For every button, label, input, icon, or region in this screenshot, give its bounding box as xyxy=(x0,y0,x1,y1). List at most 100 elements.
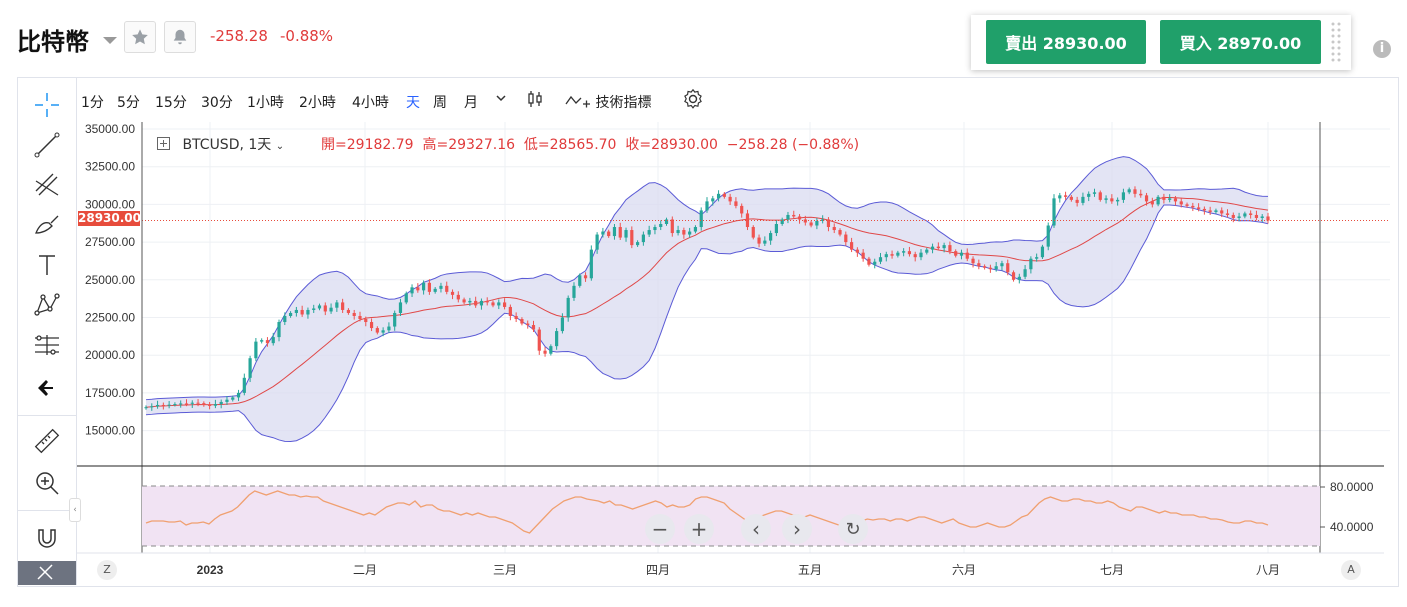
timeframe-5[interactable]: 2小時 xyxy=(299,95,336,111)
timeframe-1[interactable]: 5分 xyxy=(117,95,140,111)
candle-body xyxy=(231,397,235,400)
scroll-right-button[interactable]: › xyxy=(782,514,812,544)
indicators-button[interactable]: 技術指標 xyxy=(565,92,651,112)
settings-gear-icon[interactable] xyxy=(682,88,704,114)
candle-body xyxy=(398,302,403,313)
candle-body xyxy=(1191,205,1195,208)
legend-add-icon[interactable] xyxy=(157,137,170,150)
timeframe-6[interactable]: 4小時 xyxy=(352,95,389,111)
rsi-band-fill xyxy=(142,486,1320,546)
back-tool[interactable] xyxy=(32,373,62,403)
buy-button[interactable]: 買入 28970.00 xyxy=(1160,20,1321,64)
timeframe-3[interactable]: 30分 xyxy=(201,95,233,111)
crosshair-tool[interactable] xyxy=(32,90,62,120)
zoom-out-button[interactable]: − xyxy=(645,514,675,544)
reset-icon: ↻ xyxy=(845,518,861,540)
timezone-button[interactable]: Z xyxy=(97,560,117,580)
zoom-tool[interactable] xyxy=(32,468,62,498)
candle-body xyxy=(514,315,518,320)
candle-body xyxy=(1075,199,1079,203)
legend-symbol[interactable]: BTCUSD, 1天 xyxy=(182,137,272,153)
reset-chart-button[interactable]: ↻ xyxy=(838,514,868,544)
candle-body xyxy=(479,300,484,306)
candle-body xyxy=(323,305,327,312)
candle-body xyxy=(346,309,351,313)
pattern-tool[interactable] xyxy=(32,290,62,320)
timeframe-0[interactable]: 1分 xyxy=(81,95,104,111)
candle-body xyxy=(971,258,975,264)
candle-body xyxy=(612,227,617,237)
zoom-in-button[interactable]: + xyxy=(684,514,714,544)
magnet-tool[interactable] xyxy=(32,523,62,553)
ruler-icon xyxy=(34,428,60,454)
timeframe-8[interactable]: 周 xyxy=(433,95,447,111)
candle-body xyxy=(1121,192,1126,200)
drag-handle-icon[interactable] xyxy=(1330,20,1342,64)
brush-tool[interactable] xyxy=(32,210,62,240)
candle-body xyxy=(520,319,524,324)
timeframe-9[interactable]: 月 xyxy=(464,95,478,111)
candle-body xyxy=(1139,193,1143,196)
legend-open: 開=29182.79 xyxy=(321,137,414,153)
candle-body xyxy=(341,302,345,310)
legend-close: 收=28930.00 xyxy=(625,137,718,153)
fib-tool[interactable] xyxy=(32,170,62,200)
candle-body xyxy=(1092,192,1097,194)
candle-body xyxy=(1052,198,1056,226)
auto-scale-button[interactable]: A xyxy=(1341,560,1361,580)
candle-body xyxy=(439,285,443,289)
y-tick-label: 32500.00 xyxy=(85,160,135,174)
timeframe-4[interactable]: 1小時 xyxy=(247,95,284,111)
candle-body xyxy=(624,230,628,238)
candle-body xyxy=(902,251,906,253)
trend-line-tool[interactable] xyxy=(32,130,62,160)
scroll-left-button[interactable]: ‹ xyxy=(741,514,771,544)
chart-type-candles-icon[interactable] xyxy=(525,91,545,113)
candle-body xyxy=(774,224,779,234)
legend-low: 低=28565.70 xyxy=(523,137,617,153)
arrow-left-icon xyxy=(38,380,53,396)
candle-body xyxy=(456,294,460,300)
candle-body xyxy=(595,234,599,250)
candle-body xyxy=(786,214,790,220)
timeframe-2[interactable]: 15分 xyxy=(155,95,187,111)
timeframe-more-chevron-down-icon[interactable] xyxy=(495,92,507,108)
candle-body xyxy=(670,219,674,234)
timeframe-7[interactable]: 天 xyxy=(406,95,420,111)
bollinger-middle xyxy=(145,196,1269,408)
price-change: -258.28 xyxy=(210,27,268,45)
candle-body xyxy=(809,222,813,226)
x-tick-label: 六月 xyxy=(952,563,976,577)
prediction-icon xyxy=(35,335,59,355)
sell-button[interactable]: 賣出 28930.00 xyxy=(986,20,1146,64)
candle-body xyxy=(734,201,738,206)
rsi-tick-label: 80.0000 xyxy=(1330,480,1374,494)
candle-body xyxy=(641,234,645,243)
magnet-icon xyxy=(38,529,56,548)
candle-body xyxy=(225,399,229,402)
chart-frame xyxy=(17,77,1399,587)
candle-body xyxy=(1081,196,1085,203)
candle-body xyxy=(1185,204,1189,206)
candle-body xyxy=(566,297,570,318)
prediction-tool[interactable] xyxy=(32,330,62,360)
collapse-toolbar-button[interactable]: ‹ xyxy=(69,498,81,522)
candle-body xyxy=(531,325,536,330)
candle-body xyxy=(1266,216,1270,221)
alert-bell-button[interactable] xyxy=(164,21,196,53)
info-icon[interactable]: i xyxy=(1373,40,1391,58)
candle-body xyxy=(283,315,287,323)
legend-symbol-caret-icon[interactable]: ⌄ xyxy=(275,141,285,152)
candle-body xyxy=(884,254,888,258)
candle-body xyxy=(254,341,258,359)
remove-drawings-tool[interactable] xyxy=(18,561,76,585)
candle-body xyxy=(1023,269,1027,277)
text-tool[interactable] xyxy=(32,250,62,280)
measure-tool[interactable] xyxy=(32,426,62,456)
candle-body xyxy=(693,227,698,232)
symbol-dropdown-icon[interactable] xyxy=(103,37,117,44)
favorite-star-button[interactable] xyxy=(124,21,156,53)
candle-body xyxy=(769,233,773,241)
candle-body xyxy=(705,201,709,211)
